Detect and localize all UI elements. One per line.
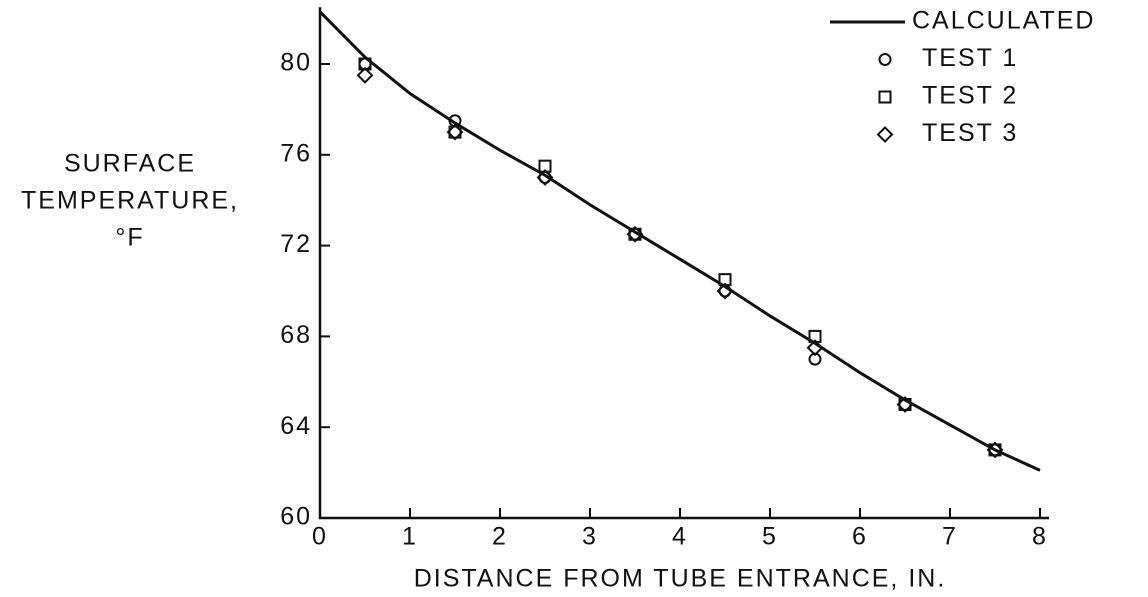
y-tick-label: 60 (280, 503, 312, 531)
x-tick-label: 4 (672, 523, 688, 551)
y-axis-label: SURFACE (64, 150, 196, 178)
legend-label: CALCULATED (912, 7, 1095, 35)
legend-label: TEST 1 (922, 44, 1018, 72)
y-tick-label: 80 (280, 49, 312, 77)
y-tick-label: 76 (280, 139, 312, 167)
data-point (446, 123, 464, 141)
x-tick-label: 1 (402, 523, 418, 551)
y-tick-label: 68 (280, 321, 312, 349)
legend-marker (876, 126, 894, 143)
x-tick-label: 8 (1032, 523, 1048, 551)
data-point (716, 282, 734, 300)
data-point (986, 441, 1004, 459)
legend-marker (878, 53, 892, 66)
data-point (626, 225, 644, 243)
data-point (448, 125, 462, 139)
data-point (988, 443, 1002, 457)
y-tick-label: 64 (280, 412, 312, 440)
x-tick-label: 0 (312, 523, 328, 551)
data-point (898, 398, 912, 411)
y-tick-label: 72 (280, 230, 312, 258)
legend-label: TEST 2 (922, 82, 1018, 110)
data-point (896, 396, 914, 413)
legend-label: TEST 3 (922, 119, 1018, 147)
y-axis-label: °F (115, 224, 144, 252)
x-tick-label: 2 (492, 523, 508, 551)
data-point (806, 339, 824, 357)
data-point (628, 227, 642, 241)
x-tick-label: 6 (852, 523, 868, 551)
data-point (356, 66, 374, 84)
data-point (536, 169, 554, 186)
x-axis-label: DISTANCE FROM TUBE ENTRANCE, IN. (414, 565, 947, 593)
x-tick-label: 3 (582, 523, 598, 551)
x-tick-label: 7 (942, 523, 958, 551)
y-axis-label: TEMPERATURE, (21, 187, 239, 215)
legend-marker (878, 90, 892, 104)
calculated-line (318, 10, 1041, 472)
x-tick-label: 5 (762, 523, 778, 551)
